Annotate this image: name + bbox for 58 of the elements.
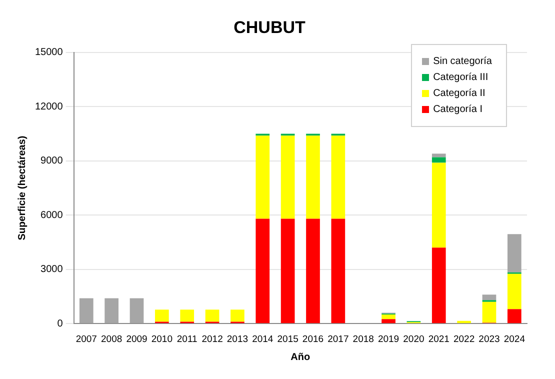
chart-title: CHUBUT — [234, 18, 306, 37]
bar — [331, 136, 346, 219]
bar — [79, 298, 94, 324]
x-tick-label: 2008 — [101, 334, 122, 345]
x-tick-label: 2023 — [478, 334, 500, 345]
x-tick-label: 2014 — [252, 334, 274, 345]
bar — [280, 218, 295, 324]
bar — [482, 302, 496, 323]
bar — [331, 218, 346, 324]
y-tick-label: 0 — [57, 318, 64, 330]
x-tick-label: 2009 — [126, 334, 148, 345]
bar — [205, 310, 220, 322]
legend-label: Categoría I — [433, 104, 483, 115]
x-tick-label: 2010 — [151, 334, 172, 345]
x-tick-label: 2018 — [352, 334, 374, 345]
x-tick-label: 2012 — [202, 334, 223, 345]
bar — [432, 154, 446, 158]
bar — [432, 157, 446, 163]
bar — [507, 274, 522, 310]
bar — [230, 310, 244, 322]
x-axis-title: Año — [290, 352, 310, 363]
bar — [432, 162, 446, 248]
bar — [382, 314, 396, 320]
y-tick-label: 3000 — [40, 264, 64, 276]
y-tick-label: 9000 — [40, 156, 64, 167]
bar — [180, 310, 194, 322]
bar — [104, 298, 118, 324]
x-tick-label: 2022 — [453, 334, 475, 345]
x-tick-label: 2007 — [76, 334, 97, 345]
bar — [457, 320, 471, 324]
x-tick-label: 2015 — [277, 334, 298, 345]
x-tick-label: 2019 — [378, 334, 400, 345]
bar — [507, 234, 522, 272]
bar — [306, 136, 320, 219]
bar — [507, 309, 522, 324]
legend-label: Sin categoría — [433, 56, 492, 67]
bar — [155, 310, 169, 322]
x-tick-label: 2020 — [403, 334, 424, 345]
bar — [256, 136, 270, 219]
y-tick-label: 15000 — [34, 47, 64, 58]
y-axis-title: Superficie (hectáreas) — [16, 136, 28, 240]
bar — [306, 218, 320, 324]
bar — [482, 294, 496, 300]
bar — [280, 136, 295, 219]
x-tick-label: 2021 — [428, 334, 450, 345]
x-tick-label: 2016 — [302, 334, 324, 345]
y-tick-label: 6000 — [40, 210, 64, 221]
x-tick-label: 2024 — [504, 334, 525, 345]
x-tick-label: 2017 — [328, 334, 349, 345]
bar — [432, 248, 446, 324]
legend-label: Categoría III — [433, 72, 488, 83]
bar — [382, 319, 396, 324]
bar — [130, 298, 144, 324]
bar — [256, 218, 270, 324]
x-tick-label: 2011 — [176, 334, 198, 345]
y-tick-label: 12000 — [34, 101, 64, 112]
legend-label: Categoría II — [433, 88, 486, 99]
x-tick-label: 2013 — [226, 334, 248, 345]
